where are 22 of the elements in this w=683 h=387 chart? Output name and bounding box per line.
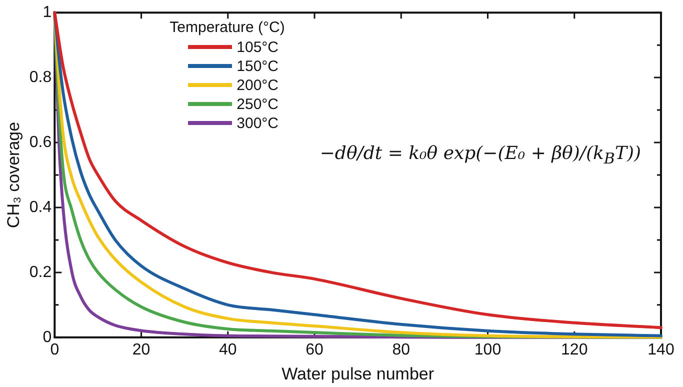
y-tick-label: 0.6 (29, 134, 52, 151)
x-tick-label: 60 (306, 341, 324, 358)
annotation: −dθ/dt = k₀θ exp(−(E₀ + βθ)/(k$_{B}$T)) (320, 142, 641, 168)
legend-label: 105°C (236, 38, 278, 56)
y-tick-label: 0.8 (29, 68, 52, 86)
x-tick-label: 140 (648, 341, 674, 358)
y-axis-title: CH₃ coverage (4, 122, 23, 228)
legend-label: 300°C (236, 114, 278, 132)
y-tick-label: 0 (42, 328, 52, 346)
y-tick-label: 0.2 (29, 264, 52, 281)
y-tick-label: 1 (42, 4, 52, 22)
y-tick-label: 0.4 (29, 198, 52, 216)
x-axis-title: Water pulse number (282, 364, 434, 384)
x-tick-label: 120 (561, 341, 588, 358)
x-tick-label: 40 (218, 341, 237, 358)
legend-label: 200°C (236, 76, 278, 94)
x-tick-label: 100 (474, 341, 502, 358)
x-tick-label: 80 (392, 341, 410, 358)
legend-label: 250°C (236, 96, 278, 113)
legend-title: Temperature (°C) (170, 18, 285, 36)
legend-label: 150°C (236, 58, 278, 75)
x-tick-label: 20 (132, 341, 150, 358)
